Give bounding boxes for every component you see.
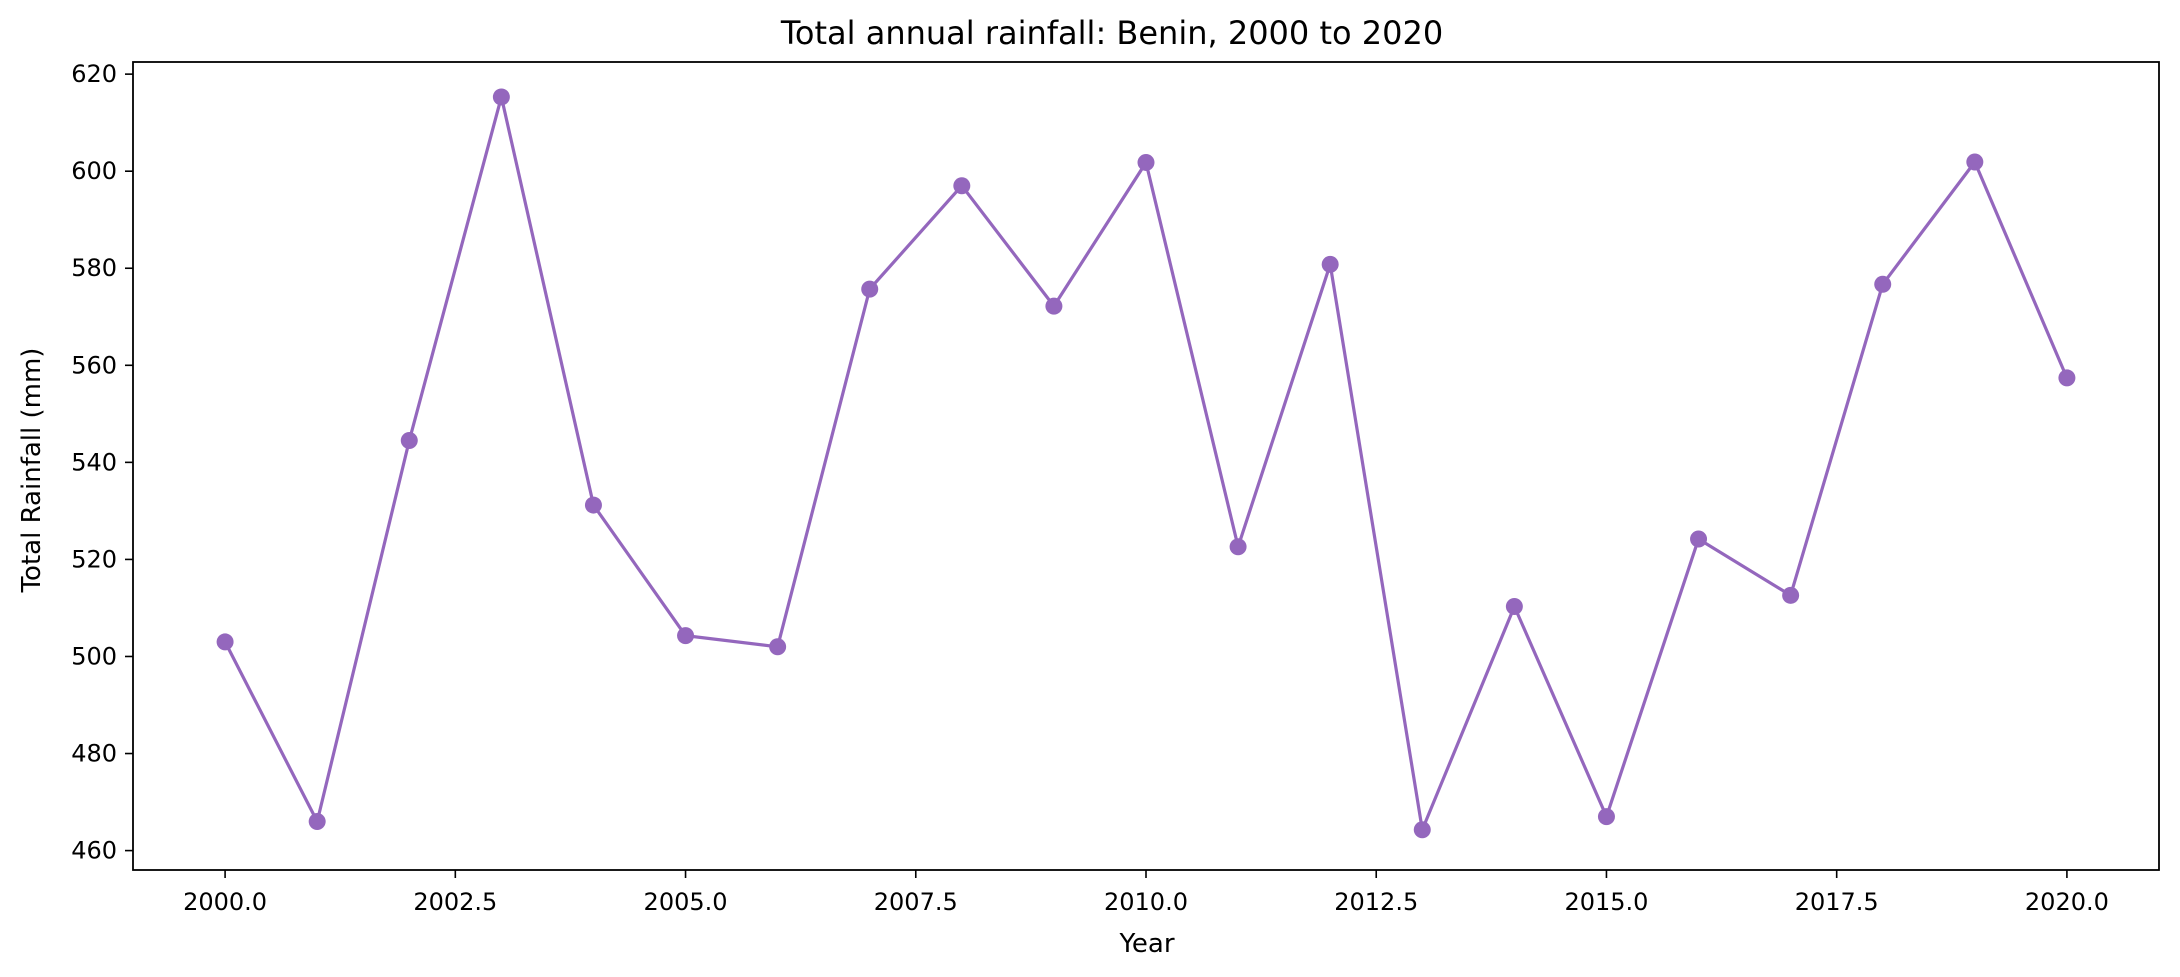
- y-axis-ticks: 460 480 500 520 540 560 580 600 620: [71, 60, 133, 865]
- x-tick-label: 2002.5: [413, 888, 497, 916]
- data-point: [400, 432, 418, 450]
- data-point: [953, 177, 971, 195]
- data-point: [1874, 275, 1892, 293]
- plot-frame: [132, 61, 2160, 871]
- data-point: [1782, 586, 1800, 604]
- data-point: [2058, 369, 2076, 387]
- x-tick-label: 2010.0: [1104, 888, 1188, 916]
- data-point: [861, 280, 879, 298]
- y-tick-label: 580: [71, 254, 117, 282]
- y-tick-label: 520: [71, 545, 117, 573]
- x-axis-label: Year: [1118, 929, 1174, 959]
- data-point: [1690, 530, 1708, 548]
- series-layer: [216, 88, 2076, 839]
- data-point: [308, 812, 326, 830]
- data-point: [677, 627, 695, 645]
- data-point: [584, 496, 602, 514]
- data-point: [1229, 538, 1247, 556]
- x-tick-label: 2015.0: [1564, 888, 1648, 916]
- data-point: [216, 633, 234, 651]
- x-tick-label: 2020.0: [2025, 888, 2109, 916]
- y-tick-label: 560: [71, 351, 117, 379]
- data-point: [1505, 597, 1523, 615]
- data-point: [1597, 808, 1615, 826]
- data-point: [1413, 821, 1431, 839]
- x-tick-label: 2000.0: [183, 888, 267, 916]
- y-tick-label: 500: [71, 642, 117, 670]
- series-line: [223, 95, 2069, 832]
- y-tick-label: 480: [71, 740, 117, 768]
- y-axis-label: Total Rainfall (mm): [17, 348, 47, 594]
- x-tick-label: 2005.0: [644, 888, 728, 916]
- y-tick-label: 460: [71, 837, 117, 865]
- data-point: [1137, 153, 1155, 171]
- data-point: [492, 88, 510, 106]
- y-tick-label: 600: [71, 157, 117, 185]
- y-tick-label: 540: [71, 448, 117, 476]
- data-point: [1321, 255, 1339, 273]
- data-point: [1966, 153, 1984, 171]
- x-tick-label: 2012.5: [1334, 888, 1418, 916]
- x-axis-ticks: 2000.0 2002.5 2005.0 2007.5 2010.0 2012.5 2015…: [183, 870, 2109, 916]
- y-tick-label: 620: [71, 60, 117, 88]
- data-point: [1045, 297, 1063, 315]
- x-tick-label: 2017.5: [1795, 888, 1879, 916]
- data-point: [769, 638, 787, 656]
- chart-title: Total annual rainfall: Benin, 2000 to 20…: [780, 14, 1443, 52]
- x-tick-label: 2007.5: [874, 888, 958, 916]
